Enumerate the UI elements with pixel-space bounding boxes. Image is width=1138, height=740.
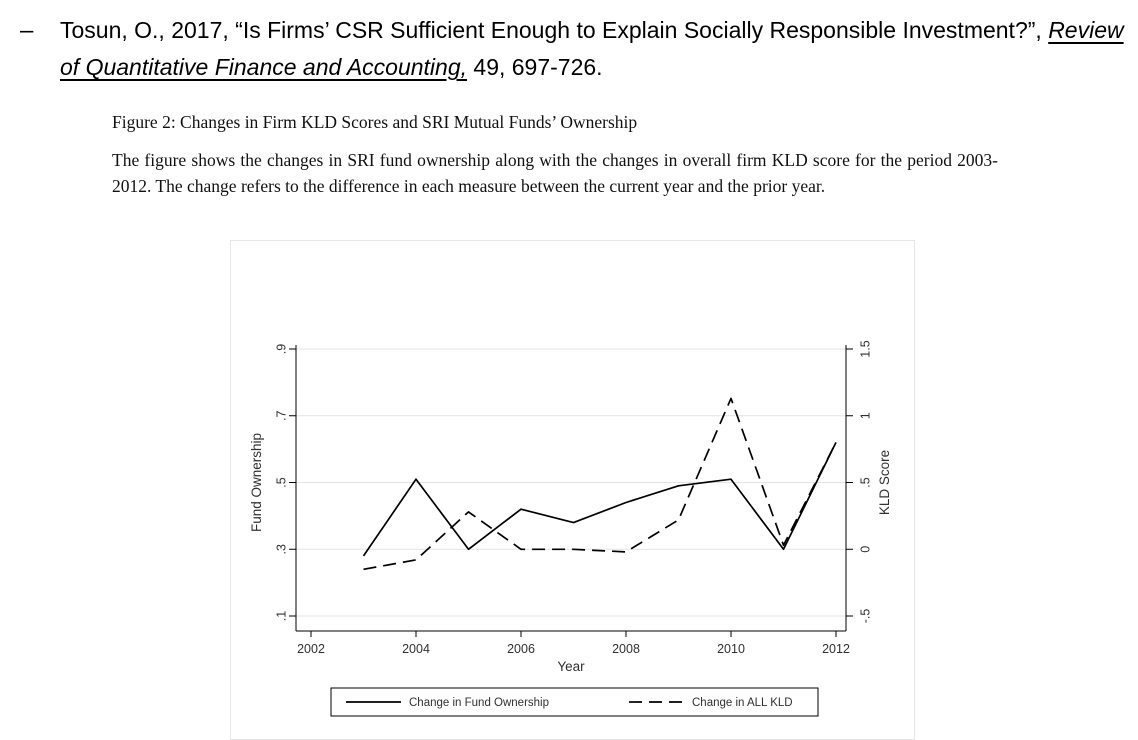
series-line-1 bbox=[363, 397, 837, 571]
citation: – Tosun, O., 2017, “Is Firms’ CSR Suffic… bbox=[20, 12, 1124, 86]
citation-text: Tosun, O., 2017, “Is Firms’ CSR Sufficie… bbox=[60, 12, 1124, 86]
y-tick-label-left: .7 bbox=[274, 410, 288, 420]
x-tick-label: 2012 bbox=[822, 642, 850, 656]
y-tick-label-left: .3 bbox=[274, 544, 288, 554]
x-tick-label: 2010 bbox=[717, 642, 745, 656]
legend-label: Change in Fund Ownership bbox=[409, 697, 549, 709]
legend-box bbox=[330, 687, 819, 717]
series-line-0 bbox=[362, 442, 837, 557]
journal-name: Review of Quantitative Finance and Accou… bbox=[60, 17, 1124, 80]
y-tick-label-left: .1 bbox=[274, 611, 288, 621]
citation-bullet: – bbox=[20, 17, 34, 44]
y-axis-title-right: KLD Score bbox=[877, 450, 892, 515]
figure-title: Figure 2: Changes in Firm KLD Scores and… bbox=[112, 112, 638, 132]
citation-text-after: 49, 697-726. bbox=[467, 54, 603, 80]
y-tick-label-right: .5 bbox=[858, 477, 872, 487]
y-tick-label-left: .5 bbox=[274, 477, 288, 487]
x-tick-label: 2002 bbox=[297, 642, 325, 656]
figure-image: .1 .3 .5 .7 .9 -.5 0 .5 1 1.5 2002 2004 2006 2008 2010… bbox=[230, 240, 915, 740]
y-tick-label-left: .9 bbox=[274, 344, 288, 354]
y-tick-label-right: -.5 bbox=[858, 609, 872, 624]
legend-label: Change in ALL KLD bbox=[692, 697, 793, 709]
y-tick-label-right: 1.5 bbox=[858, 340, 872, 357]
y-tick-label-right: 1 bbox=[858, 412, 872, 419]
line-chart: .1 .3 .5 .7 .9 -.5 0 .5 1 1.5 2002 2004 2006 2008 2010… bbox=[249, 340, 892, 717]
x-tick-label: 2004 bbox=[402, 642, 430, 656]
figure-caption: The figure shows the changes in SRI fund… bbox=[112, 150, 998, 196]
x-tick-label: 2008 bbox=[612, 642, 640, 656]
citation-text-before: Tosun, O., 2017, “Is Firms’ CSR Sufficie… bbox=[60, 17, 1049, 43]
y-tick-label-right: 0 bbox=[858, 546, 872, 553]
y-axis-title-left: Fund Ownership bbox=[249, 433, 264, 532]
x-axis-title: Year bbox=[557, 659, 585, 674]
x-tick-label: 2006 bbox=[507, 642, 535, 656]
